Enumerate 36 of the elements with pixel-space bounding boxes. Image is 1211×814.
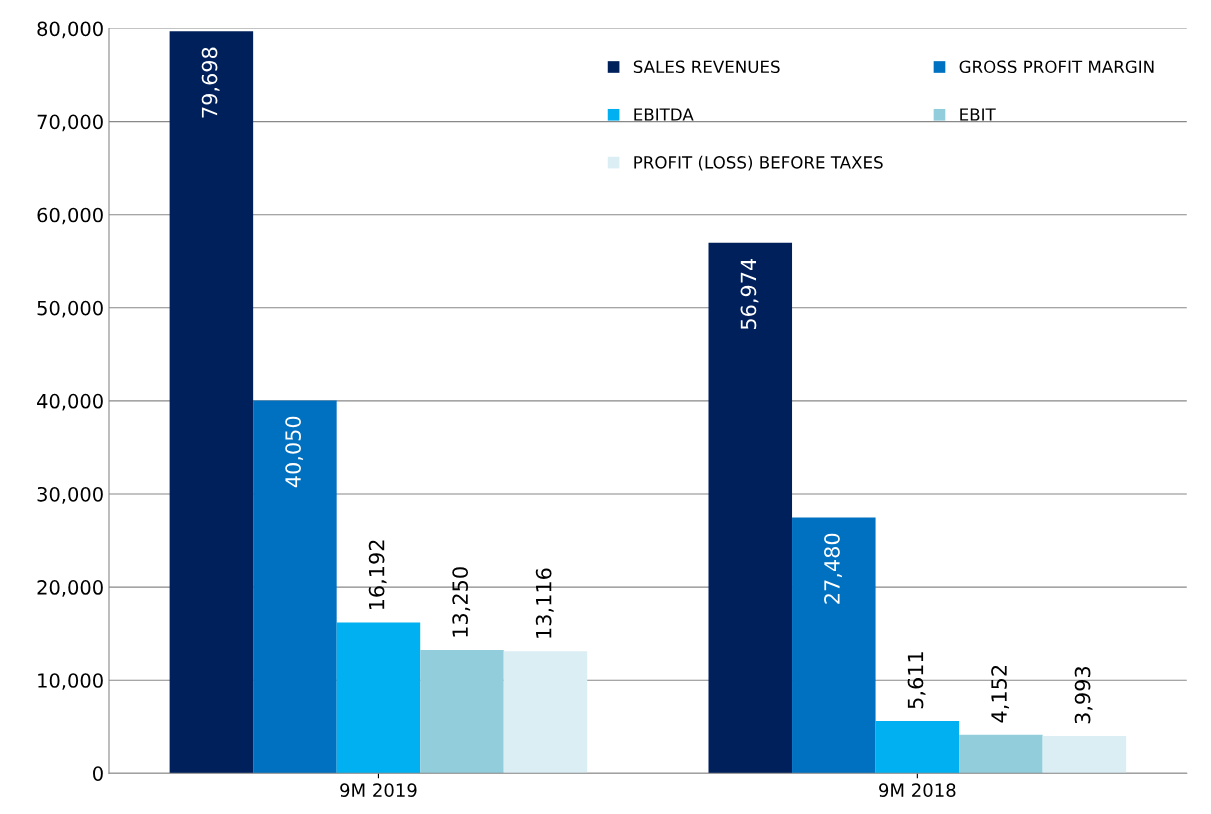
legend-label: GROSS PROFIT MARGIN — [959, 60, 1154, 74]
y-tick-label: 20,000 — [37, 580, 103, 597]
y-tick-label: 10,000 — [38, 673, 103, 690]
data-label: 5,611 — [907, 652, 926, 709]
bar — [708, 242, 793, 774]
y-tick-label: 60,000 — [37, 207, 103, 225]
data-label: 3,993 — [1074, 666, 1093, 724]
bar — [959, 734, 1043, 774]
bar — [420, 649, 504, 774]
y-tick-label: 0 — [93, 766, 103, 781]
bar — [169, 31, 254, 774]
bar — [253, 400, 337, 774]
data-label: 56,974 — [740, 258, 759, 330]
x-tick-label: 9M 2019 — [340, 783, 417, 797]
legend-label: PROFIT (LOSS) BEFORE TAXES — [634, 155, 883, 171]
bar — [875, 721, 960, 774]
x-tick-label: 9M 2018 — [879, 783, 956, 797]
data-label: 16,192 — [368, 540, 387, 610]
data-label: 79,698 — [201, 47, 220, 118]
data-label: 13,250 — [452, 567, 471, 637]
y-tick-label: 40,000 — [37, 393, 103, 411]
y-tick-label: 70,000 — [37, 114, 103, 132]
data-label: 4,152 — [991, 665, 1010, 723]
legend-label: EBIT — [960, 108, 996, 121]
bar — [792, 517, 876, 774]
y-tick-label: 30,000 — [37, 486, 103, 504]
data-label: 40,050 — [285, 416, 304, 488]
y-tick-label: 80,000 — [37, 21, 103, 39]
data-label: 13,116 — [535, 568, 554, 638]
legend-label: SALES REVENUES — [633, 60, 780, 74]
legend-label: EBITDA — [634, 108, 694, 121]
y-tick-label: 50,000 — [37, 300, 103, 318]
bar — [503, 651, 588, 774]
bar — [1042, 736, 1127, 774]
data-label: 27,480 — [824, 533, 842, 604]
bar — [336, 622, 421, 774]
